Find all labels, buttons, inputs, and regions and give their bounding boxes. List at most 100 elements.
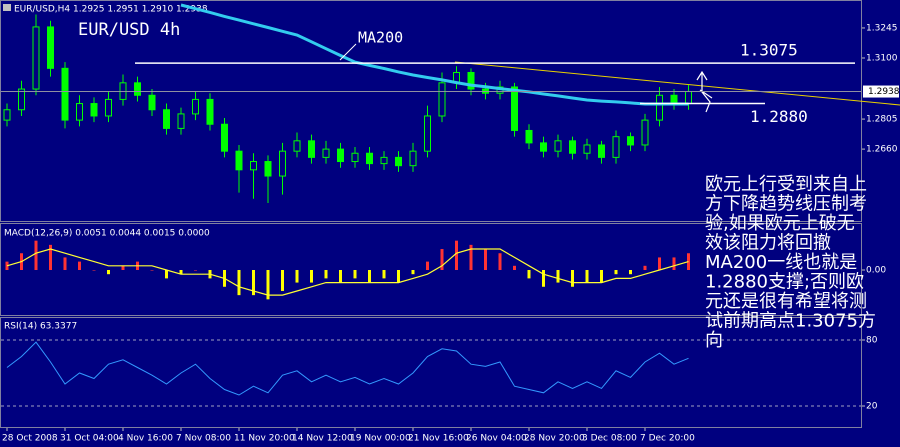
y-tick-label: 1.3245 [866, 23, 898, 33]
macd-bar [513, 265, 516, 270]
candle-body [250, 161, 257, 171]
rsi-line [6, 341, 689, 396]
macd-bar [49, 244, 52, 270]
macd-bar [63, 257, 67, 270]
series-label: MA200 [358, 29, 403, 47]
macd-bar [382, 270, 386, 279]
macd-bar [643, 265, 647, 270]
candle-body [177, 113, 185, 129]
macd-bar [165, 270, 168, 279]
macd-bar [629, 270, 632, 275]
y-tick-label: 1.3100 [866, 53, 898, 63]
chart-title: EUR/USD 4h [78, 20, 180, 40]
note-line: 验,如果欧元上破无 [705, 213, 855, 234]
macd-bar [295, 270, 299, 283]
rsi-title: RSI(14) 63.3377 [4, 322, 77, 332]
level-label: 1.2880 [750, 107, 808, 126]
macd-bar [498, 253, 502, 270]
x-tick-label: 7 Nov 08:00 [176, 434, 231, 444]
macd-bar [324, 270, 328, 279]
macd-bar [484, 249, 487, 270]
macd-bar [411, 270, 415, 275]
candle-body [76, 103, 83, 121]
macd-bar [469, 244, 473, 270]
level-label: 1.3075 [740, 41, 798, 60]
candle-body [424, 115, 431, 152]
y-tick-label: 80 [866, 336, 878, 346]
candle-body [47, 26, 54, 69]
macd-bar [107, 270, 110, 275]
rsi-panel-frame [0, 317, 862, 428]
candle-body [656, 94, 663, 121]
candle-body [148, 94, 156, 111]
x-tick-label: 3 Dec 08:00 [582, 434, 637, 444]
candle-body [192, 98, 199, 115]
candle-body [351, 152, 359, 163]
candle-body [322, 148, 330, 158]
candle-body [206, 98, 214, 125]
candle-body [511, 86, 518, 131]
candle-body [90, 103, 98, 117]
symbol-icon [3, 4, 11, 11]
x-tick-label: 21 Nov 16:00 [408, 434, 469, 444]
series-label-pointer [339, 43, 357, 61]
last-price-tag [863, 85, 899, 98]
macd-bar [121, 265, 125, 270]
candle-body [134, 82, 141, 96]
candle-body [366, 152, 373, 165]
macd-bar [92, 270, 96, 271]
candle-body [409, 150, 417, 167]
candle-body [627, 136, 634, 146]
y-tick-label: 1.2660 [866, 145, 898, 155]
candle-body [598, 144, 605, 158]
note-line: 欧元上行受到来自上 [705, 174, 867, 195]
macd-bar [542, 270, 545, 287]
macd-bar [368, 270, 371, 283]
macd-bar [571, 270, 574, 287]
y-tick-label: 1.2805 [866, 115, 898, 125]
macd-bar [353, 270, 357, 279]
candle-body [670, 94, 678, 105]
macd-bar [426, 261, 429, 270]
note-line: 方下降趋势线压制考 [705, 194, 867, 215]
y-tick-label: 0.00 [866, 266, 886, 276]
candle-body [395, 156, 402, 167]
x-tick-label: 7 Dec 20:00 [640, 434, 695, 444]
price-panel-frame [0, 0, 862, 222]
note-line: 元还是很有希望将测 [705, 291, 867, 312]
signal-line [6, 248, 689, 296]
candle-body [163, 109, 170, 129]
candle-body [61, 67, 69, 121]
x-tick-label: 19 Nov 00:00 [350, 434, 411, 444]
x-tick-label: 31 Oct 04:00 [60, 434, 119, 444]
macd-bar [614, 270, 618, 275]
trend-line [454, 61, 900, 106]
x-tick-label: 4 Nov 16:00 [118, 434, 173, 444]
last-price-label: 1.2938 [868, 87, 900, 97]
macd-panel-frame [0, 223, 862, 316]
macd-bar [237, 270, 241, 296]
macd-bar [194, 270, 197, 271]
note-line: 向 [705, 330, 723, 351]
candle-body [685, 91, 692, 105]
x-tick-label: 26 Nov 04:00 [466, 434, 527, 444]
macd-bar [34, 240, 38, 270]
candle-body [293, 140, 301, 152]
candle-body [235, 150, 243, 171]
macd-bar [281, 270, 284, 291]
candle-body [337, 148, 344, 163]
candle-body [279, 150, 286, 177]
note-line: MA200一线也就是 [705, 252, 857, 273]
x-tick-label: 28 Nov 20:00 [524, 434, 585, 444]
candle-body [540, 142, 547, 152]
macd-bar [672, 257, 676, 270]
candle-body [525, 129, 533, 144]
macd-bar [600, 270, 603, 283]
macd-bar [310, 270, 313, 283]
candle-body [32, 26, 40, 90]
candle-body [467, 71, 475, 90]
x-tick-label: 28 Oct 2008 [2, 434, 58, 444]
note-line: 试前期高点1.3075方 [705, 311, 876, 332]
candle-body [569, 140, 576, 154]
